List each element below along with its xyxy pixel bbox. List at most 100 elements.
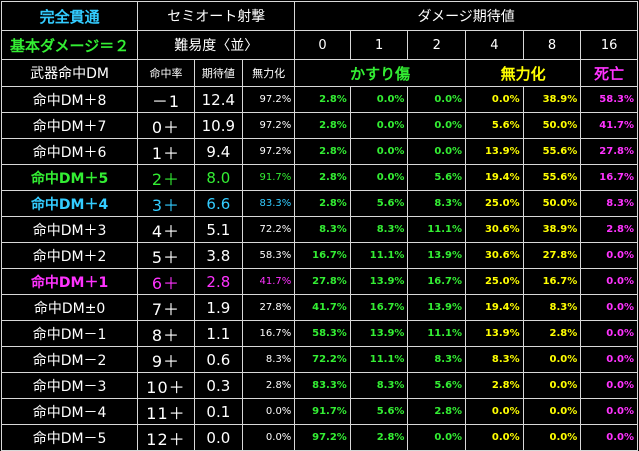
- probability-cell: 0.0%: [407, 86, 467, 113]
- nullify-cell: 41.7%: [241, 268, 296, 295]
- probability-cell: 2.8%: [294, 86, 351, 113]
- probability-cell: 0.0%: [580, 268, 638, 295]
- probability-cell: 41.7%: [294, 294, 351, 321]
- nullify-cell: 72.2%: [241, 216, 296, 243]
- probability-cell: 16.7%: [580, 164, 638, 191]
- probability-cell: 83.3%: [294, 372, 351, 399]
- probability-cell: 5.6%: [349, 398, 409, 425]
- expected-value-cell: 0.3: [193, 372, 243, 399]
- hit-rate-cell: 1＋: [137, 138, 195, 165]
- probability-cell: 25.0%: [465, 190, 524, 217]
- probability-cell: 13.9%: [465, 138, 524, 165]
- probability-cell: 50.0%: [522, 190, 582, 217]
- probability-cell: 11.1%: [407, 216, 467, 243]
- probability-cell: 0.0%: [580, 242, 638, 269]
- probability-cell: 0.0%: [580, 294, 638, 321]
- nullify-cell: 97.2%: [241, 138, 296, 165]
- damage-col-8: 8: [522, 30, 582, 60]
- probability-cell: 30.6%: [465, 242, 524, 269]
- expected-value-cell: 9.4: [193, 138, 243, 165]
- hit-rate-cell: 0＋: [137, 112, 195, 139]
- probability-cell: 0.0%: [407, 424, 467, 451]
- probability-cell: 0.0%: [465, 86, 524, 113]
- nullify-cell: 0.0%: [241, 424, 296, 451]
- base-damage-cell: 基本ダメージ＝２: [0, 30, 139, 60]
- row-label: 命中DM±0: [0, 294, 139, 321]
- row-label: 命中DM－4: [0, 398, 139, 425]
- table-row: 命中DM－1 8＋ 1.1 16.7% 58.3% 13.9% 11.1% 13.9% 2.8%…: [0, 320, 638, 347]
- probability-cell: 8.3%: [349, 216, 409, 243]
- probability-cell: 25.0%: [465, 268, 524, 295]
- nullify-cell: 2.8%: [241, 372, 296, 399]
- row-label: 命中DM＋8: [0, 86, 139, 113]
- probability-cell: 16.7%: [522, 268, 582, 295]
- table-row: 命中DM＋3 4＋ 5.1 72.2% 8.3% 8.3% 11.1% 30.6% 38.9% 2…: [0, 216, 638, 243]
- probability-cell: 8.3%: [465, 346, 524, 373]
- probability-cell: 5.6%: [465, 112, 524, 139]
- hit-rate-cell: 6＋: [137, 268, 195, 295]
- probability-cell: 58.3%: [580, 86, 638, 113]
- damage-col-16: 16: [580, 30, 638, 60]
- probability-cell: 11.1%: [349, 346, 409, 373]
- probability-cell: 8.3%: [407, 346, 467, 373]
- row-label: 命中DM＋4: [0, 190, 139, 217]
- table-row: 命中DM－3 10＋ 0.3 2.8% 83.3% 8.3% 5.6% 2.8% 0.0% 0.0…: [0, 372, 638, 399]
- expected-value-cell: 0.6: [193, 346, 243, 373]
- probability-cell: 16.7%: [349, 294, 409, 321]
- probability-cell: 0.0%: [580, 346, 638, 373]
- damage-col-2: 2: [407, 30, 467, 60]
- probability-cell: 0.0%: [522, 398, 582, 425]
- probability-cell: 11.1%: [349, 242, 409, 269]
- probability-cell: 8.3%: [522, 294, 582, 321]
- probability-cell: 0.0%: [522, 346, 582, 373]
- row-label: 命中DM＋2: [0, 242, 139, 269]
- expected-value-cell: 5.1: [193, 216, 243, 243]
- probability-cell: 27.8%: [294, 268, 351, 295]
- row-label-header: 武器命中DM: [0, 59, 139, 87]
- table-row: 命中DM±0 7＋ 1.9 27.8% 41.7% 16.7% 13.9% 19.4% 8.3%…: [0, 294, 638, 321]
- nullify-cell: 0.0%: [241, 398, 296, 425]
- table-row: 命中DM＋7 0＋ 10.9 97.2% 2.8% 0.0% 0.0% 5.6% 50.0% 41…: [0, 112, 638, 139]
- row-label: 命中DM－3: [0, 372, 139, 399]
- row-label: 命中DM＋1: [0, 268, 139, 295]
- expected-value-cell: 12.4: [193, 86, 243, 113]
- probability-cell: 5.6%: [349, 190, 409, 217]
- expected-value-cell: 8.0: [193, 164, 243, 191]
- probability-cell: 30.6%: [465, 216, 524, 243]
- hit-rate-cell: 9＋: [137, 346, 195, 373]
- table-row: 命中DM－2 9＋ 0.6 8.3% 72.2% 11.1% 8.3% 8.3% 0.0% 0.0…: [0, 346, 638, 373]
- probability-cell: 38.9%: [522, 86, 582, 113]
- expected-value-cell: 2.8: [193, 268, 243, 295]
- probability-cell: 55.6%: [522, 138, 582, 165]
- table-row: 命中DM＋2 5＋ 3.8 58.3% 16.7% 11.1% 13.9% 30.6% 27.8…: [0, 242, 638, 269]
- nullify-cell: 83.3%: [241, 190, 296, 217]
- probability-cell: 8.3%: [349, 372, 409, 399]
- title-cell: 完全貫通: [0, 1, 139, 31]
- nullify-cell: 97.2%: [241, 86, 296, 113]
- expected-value-cell: 0.1: [193, 398, 243, 425]
- probability-cell: 2.8%: [465, 372, 524, 399]
- probability-cell: 58.3%: [294, 320, 351, 347]
- probability-cell: 27.8%: [522, 242, 582, 269]
- probability-cell: 13.9%: [407, 242, 467, 269]
- probability-cell: 2.8%: [294, 138, 351, 165]
- hit-rate-cell: 2＋: [137, 164, 195, 191]
- hit-rate-cell: 8＋: [137, 320, 195, 347]
- row-label: 命中DM＋6: [0, 138, 139, 165]
- probability-cell: 8.3%: [580, 190, 638, 217]
- probability-cell: 0.0%: [580, 320, 638, 347]
- hit-rate-cell: 12＋: [137, 424, 195, 451]
- probability-cell: 19.4%: [465, 294, 524, 321]
- probability-cell: 27.8%: [580, 138, 638, 165]
- probability-cell: 16.7%: [294, 242, 351, 269]
- graze-category: かすり傷: [294, 59, 467, 87]
- expected-value-cell: 3.8: [193, 242, 243, 269]
- table-row: 命中DM－4 11＋ 0.1 0.0% 91.7% 5.6% 2.8% 0.0% 0.0% 0.0…: [0, 398, 638, 425]
- table-row: 命中DM－5 12＋ 0.0 0.0% 97.2% 2.8% 0.0% 0.0% 0.0% 0.0…: [0, 424, 638, 451]
- expected-value-cell: 1.1: [193, 320, 243, 347]
- hit-rate-cell: 5＋: [137, 242, 195, 269]
- nullify-header: 無力化: [241, 59, 296, 87]
- probability-cell: 8.3%: [294, 216, 351, 243]
